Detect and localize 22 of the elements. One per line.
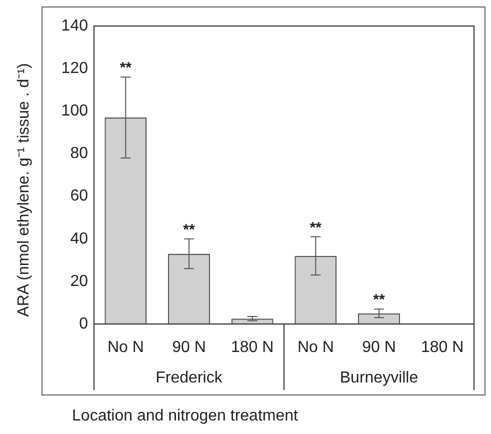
x-axis-title: Location and nitrogen treatment (72, 407, 299, 424)
y-tick-label: 100 (61, 102, 88, 120)
y-tick-label: 0 (79, 315, 88, 332)
y-tick-label: 20 (70, 272, 88, 290)
y-axis-title: ARA (nmol ethylene. g⁻¹ tissue . d⁻¹) (15, 63, 32, 317)
data-label: ** (373, 292, 385, 309)
x-tick-label: No N (297, 339, 334, 356)
data-label: ** (310, 219, 322, 236)
y-tick-label: 60 (70, 188, 88, 205)
x-tick-label: 90 N (362, 339, 396, 356)
data-label: ** (120, 60, 132, 77)
text: Burneyville (340, 369, 418, 386)
x-tick-label: 90 N (172, 339, 206, 356)
y-tick-label: 140 (61, 17, 88, 34)
x-tick-label: 180 N (420, 339, 464, 356)
x-tick-label: No N (107, 339, 144, 356)
y-tick-label: 120 (61, 60, 88, 77)
text: Frederick (156, 369, 224, 386)
data-label: ** (183, 222, 195, 238)
x-tick-label: 180 N (230, 339, 274, 356)
y-tick-label: 80 (70, 145, 88, 162)
y-tick-label: 40 (70, 230, 88, 248)
